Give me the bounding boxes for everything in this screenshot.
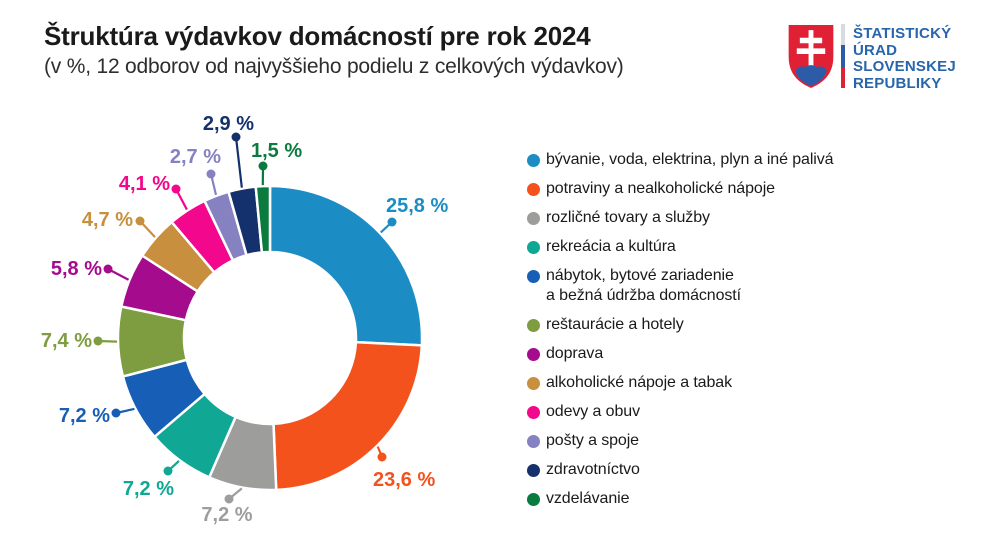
value-leader-dot: [171, 184, 181, 194]
value-leader-dot: [258, 161, 268, 171]
slice-value-label: 2,7 %: [170, 146, 221, 168]
legend-item-label: rozličné tovary a služby: [546, 209, 710, 226]
legend-item-5: nábytok, bytové zariadenie a bežná údržb…: [527, 266, 833, 306]
chart-title: Štruktúra výdavkov domácností pre rok 20…: [44, 21, 591, 51]
legend-dot-icon: [527, 153, 540, 167]
chart-subtitle: (v %, 12 odborov od najvyššieho podielu …: [44, 55, 624, 78]
legend-item-label: rekreácia a kultúra: [546, 238, 676, 255]
legend-dot-icon: [527, 211, 540, 225]
header: Štruktúra výdavkov domácností pre rok 20…: [44, 20, 744, 79]
logo-org-name: ŠTATISTICKÝ ÚRAD SLOVENSKEJ REPUBLIKY: [853, 24, 956, 92]
value-leader-dot: [163, 466, 173, 476]
slice-value-label: 23,6 %: [373, 469, 435, 491]
legend-item-label: potraviny a nealkoholické nápoje: [546, 180, 775, 197]
legend-item-10: pošty a spoje: [527, 431, 833, 451]
legend-dot-icon: [527, 269, 540, 283]
legend-item-12: vzdelávanie: [527, 489, 833, 509]
logo-line-4: REPUBLIKY: [853, 74, 942, 92]
slice-value-label: 5,8 %: [51, 258, 102, 280]
legend-dot-icon: [527, 347, 540, 361]
slice-value-label: 2,9 %: [203, 113, 254, 135]
legend-item-8: alkoholické nápoje a tabak: [527, 373, 833, 393]
legend-dot-icon: [527, 463, 540, 477]
legend-item-label: pošty a spoje: [546, 432, 639, 449]
value-leader-dot: [387, 217, 397, 227]
logo-tricolor-divider: [841, 24, 845, 88]
logo-line-2: ÚRAD: [853, 41, 898, 59]
value-leader-dot: [231, 132, 241, 142]
logo-line-3: SLOVENSKEJ: [853, 58, 956, 75]
legend-item-7: doprava: [527, 344, 833, 364]
value-leader-line: [234, 136, 243, 188]
legend-item-1: bývanie, voda, elektrina, plyn a iné pal…: [527, 150, 834, 170]
slice-value-label: 1,5 %: [251, 140, 302, 162]
logo-statistical-office-slovakia: ŠTATISTICKÝ ÚRAD SLOVENSKEJ REPUBLIKY: [787, 24, 956, 92]
legend-dot-icon: [527, 492, 540, 506]
legend-item-6: reštaurácie a hotely: [527, 315, 833, 335]
legend-dot-icon: [527, 182, 540, 196]
legend-item-label: reštaurácie a hotely: [546, 316, 684, 333]
legend-item-label: bývanie, voda, elektrina, plyn a iné pal…: [546, 151, 834, 168]
slice-value-label: 7,2 %: [201, 504, 252, 526]
slice-value-label: 25,8 %: [386, 195, 448, 217]
divider-blue-stripe: [841, 45, 845, 67]
value-leader-dot: [103, 264, 113, 274]
donut-slice-1: [268, 184, 424, 347]
slice-value-label: 4,1 %: [119, 173, 170, 195]
legend-dot-icon: [527, 434, 540, 448]
donut-slice-12: [254, 184, 272, 254]
donut-slice-2: [272, 340, 424, 492]
legend-item-3: rozličné tovary a služby: [527, 208, 833, 228]
legend-item-label: zdravotníctvo: [546, 461, 640, 478]
value-leader-dot: [135, 216, 145, 226]
legend-dot-icon: [527, 405, 540, 419]
value-leader-dot: [111, 408, 121, 418]
logo-line-1: ŠTATISTICKÝ: [853, 25, 952, 42]
legend-item-9: odevy a obuv: [527, 402, 833, 422]
legend-item-11: zdravotníctvo: [527, 460, 833, 480]
legend-dot-icon: [527, 376, 540, 390]
slice-value-label: 7,2 %: [123, 478, 174, 500]
legend-item-label: alkoholické nápoje a tabak: [546, 374, 732, 391]
value-leader-dot: [377, 452, 387, 462]
value-leader-dot: [93, 336, 103, 346]
legend-item-4: rekreácia a kultúra: [527, 237, 833, 257]
divider-red-stripe: [841, 66, 845, 88]
value-leader-dot: [224, 494, 234, 504]
slovak-coat-of-arms-icon: [788, 25, 834, 88]
legend-item-label: odevy a obuv: [546, 403, 640, 420]
legend-dot-icon: [527, 240, 540, 254]
legend-dot-icon: [527, 318, 540, 332]
divider-white-stripe: [841, 24, 845, 46]
legend-item-label: doprava: [546, 345, 604, 362]
legend-item-label: vzdelávanie: [546, 490, 630, 507]
slice-value-label: 7,4 %: [41, 330, 92, 352]
chart-legend: bývanie, voda, elektrina, plyn a iné pal…: [527, 150, 834, 509]
legend-item-label: nábytok, bytové zariadenie a bežná údržb…: [546, 267, 741, 304]
legend-item-2: potraviny a nealkoholické nápoje: [527, 179, 833, 199]
value-leader-dot: [206, 169, 216, 179]
slice-value-label: 7,2 %: [59, 405, 110, 427]
slice-value-label: 4,7 %: [82, 209, 133, 231]
